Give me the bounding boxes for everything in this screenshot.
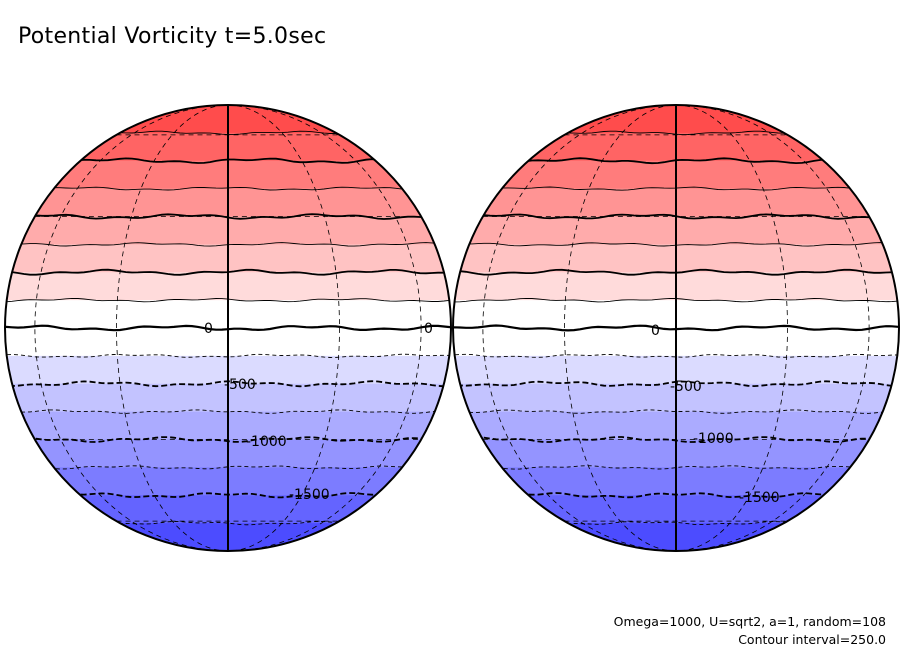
contour-interval-annotation: Contour interval=250.0 xyxy=(738,632,886,647)
pv-contour-line xyxy=(5,409,451,414)
left-globe: 0 0 -500 -1000 -1500 xyxy=(4,104,452,552)
graticule-meridian xyxy=(564,105,788,551)
pv-contour-line xyxy=(453,409,899,414)
pv-contour-line xyxy=(5,353,451,358)
contour-label: -1000 xyxy=(246,434,287,450)
contour-label: 0 xyxy=(204,321,213,337)
parameters-annotation: Omega=1000, U=sqrt2, a=1, random=108 xyxy=(613,614,886,629)
graticule-meridian xyxy=(34,105,422,551)
contour-label: -1000 xyxy=(693,431,734,447)
right-globe-contour-labels: 0 -500 -1000 -1500 xyxy=(651,323,780,506)
contour-label: -1500 xyxy=(739,490,780,506)
contour-label: -500 xyxy=(224,377,256,393)
right-globe: 0 -500 -1000 -1500 xyxy=(452,104,900,552)
contour-label: -1500 xyxy=(289,487,330,503)
contour-label: 0 xyxy=(651,323,660,339)
chart-title: Potential Vorticity t=5.0sec xyxy=(18,24,327,49)
pv-contour-line xyxy=(453,353,899,358)
contour-label: 0 xyxy=(424,321,433,337)
left-globe-outline xyxy=(4,104,452,552)
contour-label: -500 xyxy=(670,379,702,395)
graticule-meridian xyxy=(482,105,870,551)
right-globe-outline xyxy=(452,104,900,552)
pv-contour-line xyxy=(453,465,899,470)
graticule-meridian xyxy=(116,105,340,551)
left-globe-contour-labels: 0 0 -500 -1000 -1500 xyxy=(204,321,433,503)
